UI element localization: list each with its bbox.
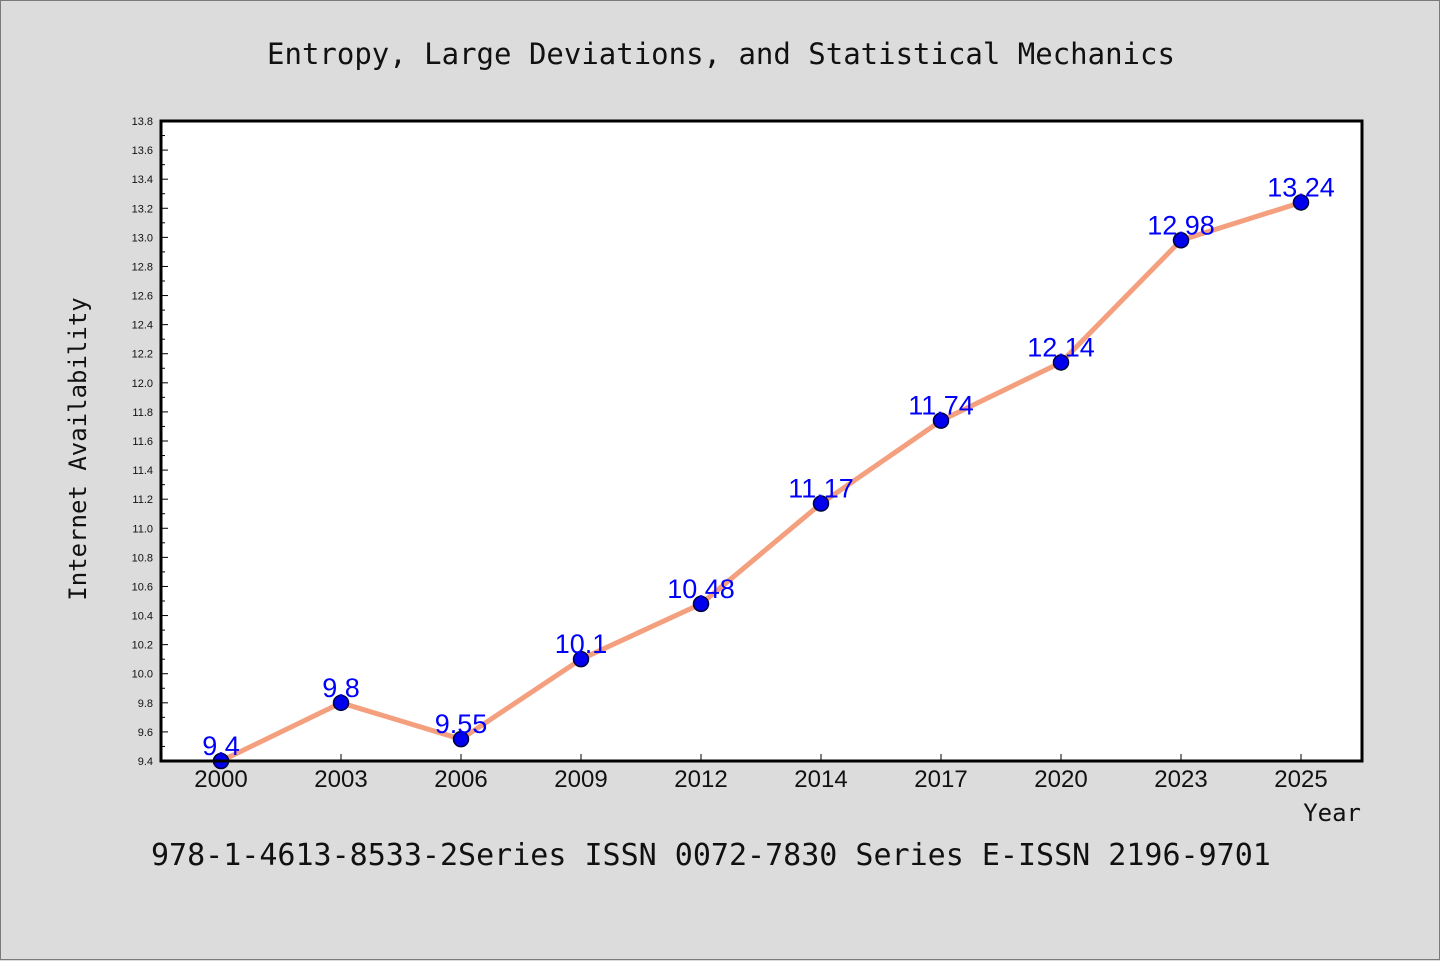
data-label: 12.98	[1147, 210, 1215, 240]
x-tick-label: 2017	[914, 766, 967, 793]
x-tick-label: 2000	[194, 766, 247, 793]
x-axis: 2000 2003 2006 2009 2012 2014 2017 2020 2023 2025	[194, 754, 1328, 793]
x-tick-label: 2009	[554, 766, 607, 793]
y-tick-label: 10.2	[132, 640, 153, 652]
y-tick-label: 11.2	[132, 494, 153, 506]
x-tick-label: 2003	[314, 766, 367, 793]
y-tick-label: 10.6	[132, 581, 153, 593]
series-layer: 9.4 9.8 9.55 10.1 10.48 11.17 11.74 12.14 12.98 1…	[202, 172, 1335, 770]
y-axis: 9.4 9.6 9.8 10.0 10.2 10.4 10.6 10.8 11.0 11.2 11.…	[132, 116, 168, 768]
y-tick-label: 9.6	[138, 727, 153, 739]
data-label: 9.55	[435, 709, 488, 739]
footer-isbn-issn: 978-1-4613-8533-2Series ISSN 0072-7830 S…	[151, 838, 1271, 873]
y-tick-label: 13.4	[132, 174, 153, 186]
y-tick-label: 12.4	[132, 320, 153, 332]
y-tick-label: 9.4	[138, 756, 153, 768]
y-tick-label: 11.4	[132, 465, 153, 477]
data-point	[1292, 194, 1310, 211]
data-label: 10.48	[667, 574, 735, 604]
x-tick-label: 2012	[674, 766, 727, 793]
y-tick-label: 12.2	[132, 349, 153, 361]
y-tick-label: 12.8	[132, 261, 153, 273]
data-label: 9.4	[202, 731, 240, 761]
x-tick-label: 2006	[434, 766, 487, 793]
data-label: 13.24	[1267, 172, 1335, 202]
x-tick-label: 2014	[794, 766, 847, 793]
y-tick-label: 11.8	[132, 407, 153, 419]
y-tick-label: 13.2	[132, 203, 153, 215]
x-tick-label: 2020	[1034, 766, 1087, 793]
x-tick-label: 2023	[1154, 766, 1207, 793]
data-point	[332, 694, 350, 712]
data-point	[452, 730, 470, 748]
data-point	[572, 650, 590, 668]
chart-title: Entropy, Large Deviations, and Statistic…	[267, 37, 1175, 71]
y-tick-label: 11.0	[132, 523, 153, 535]
y-tick-label: 12.6	[132, 291, 153, 303]
data-label: 11.17	[788, 474, 854, 504]
data-point	[1052, 354, 1070, 371]
x-tick-label: 2025	[1274, 766, 1327, 793]
y-tick-label: 13.8	[132, 116, 153, 128]
data-label: 10.1	[555, 629, 608, 659]
x-axis-label: Year	[1303, 799, 1361, 827]
series-line	[218, 199, 1304, 764]
plot-border	[159, 119, 1364, 763]
y-tick-label: 9.8	[138, 698, 153, 710]
data-label: 9.8	[322, 673, 360, 703]
plot-area	[161, 121, 1362, 761]
y-tick-label: 13.6	[132, 145, 153, 157]
y-tick-label: 10.0	[132, 669, 153, 681]
y-tick-label: 10.8	[132, 552, 153, 564]
data-label: 11.74	[908, 391, 974, 421]
y-tick-label: 13.0	[132, 232, 153, 244]
data-label: 12.14	[1027, 332, 1095, 362]
data-point	[692, 595, 710, 613]
data-point	[812, 495, 830, 512]
y-axis-label: Internet Availability	[64, 297, 92, 600]
data-point	[932, 412, 950, 429]
data-point	[1172, 232, 1190, 249]
y-tick-label: 10.4	[132, 611, 153, 623]
y-tick-label: 11.6	[132, 436, 153, 448]
y-tick-label: 12.0	[132, 378, 153, 390]
